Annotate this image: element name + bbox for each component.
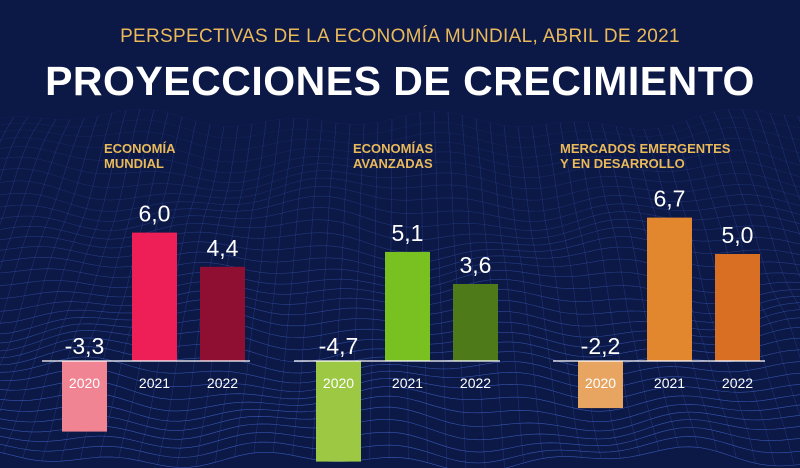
value-label: 6,7 (654, 186, 686, 212)
year-label: 2021 (654, 375, 685, 391)
panel-title-line: MERCADOS EMERGENTES (560, 141, 731, 156)
panel-title-line: ECONOMÍAS (353, 141, 434, 156)
year-label: 2021 (392, 375, 423, 391)
value-label: -2,2 (581, 333, 621, 359)
value-label: 4,4 (207, 235, 239, 261)
panel-title-line: MUNDIAL (104, 156, 164, 171)
value-label: -4,7 (319, 333, 359, 359)
value-label: 6,0 (139, 201, 171, 227)
bar-2020 (62, 361, 107, 432)
year-label: 2022 (460, 375, 491, 391)
chart-subtitle: PERSPECTIVAS DE LA ECONOMÍA MUNDIAL, ABR… (120, 26, 680, 47)
value-label: 3,6 (460, 252, 492, 278)
panel-title-line: ECONOMÍA (104, 141, 176, 156)
year-label: 2020 (69, 375, 100, 391)
year-label: 2022 (722, 375, 753, 391)
panel-title-line: Y EN DESARROLLO (560, 156, 685, 171)
year-label: 2021 (139, 375, 170, 391)
year-label: 2020 (323, 375, 354, 391)
bar-2021 (132, 232, 177, 361)
chart-title: PROYECCIONES DE CRECIMIENTO (45, 58, 755, 104)
bar-2021 (647, 217, 692, 361)
bar-2021 (385, 251, 430, 361)
value-label: 5,1 (392, 220, 424, 246)
bar-2022 (200, 266, 245, 361)
bar-2020 (316, 361, 361, 462)
bar-2020 (578, 361, 623, 409)
year-label: 2020 (585, 375, 616, 391)
bar-2022 (453, 284, 498, 361)
year-label: 2022 (207, 375, 238, 391)
panel-title-line: AVANZADAS (353, 156, 433, 171)
value-label: 5,0 (722, 222, 754, 248)
value-label: -3,3 (65, 333, 105, 359)
bar-2022 (715, 254, 760, 361)
